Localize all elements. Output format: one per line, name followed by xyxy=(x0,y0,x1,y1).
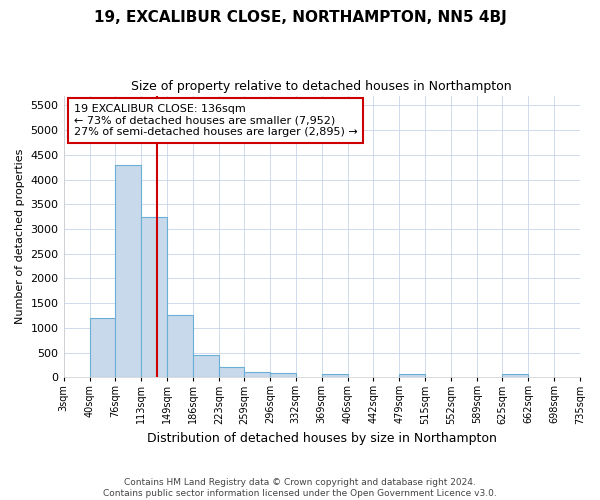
Text: 19, EXCALIBUR CLOSE, NORTHAMPTON, NN5 4BJ: 19, EXCALIBUR CLOSE, NORTHAMPTON, NN5 4B… xyxy=(94,10,506,25)
Title: Size of property relative to detached houses in Northampton: Size of property relative to detached ho… xyxy=(131,80,512,93)
Bar xyxy=(193,355,219,377)
Text: 19 EXCALIBUR CLOSE: 136sqm
← 73% of detached houses are smaller (7,952)
27% of s: 19 EXCALIBUR CLOSE: 136sqm ← 73% of deta… xyxy=(74,104,358,137)
Text: Contains HM Land Registry data © Crown copyright and database right 2024.
Contai: Contains HM Land Registry data © Crown c… xyxy=(103,478,497,498)
Bar xyxy=(141,216,167,377)
X-axis label: Distribution of detached houses by size in Northampton: Distribution of detached houses by size … xyxy=(147,432,497,445)
Bar xyxy=(270,374,296,377)
Bar xyxy=(244,372,270,377)
Bar xyxy=(167,316,193,377)
Y-axis label: Number of detached properties: Number of detached properties xyxy=(15,148,25,324)
Bar xyxy=(400,374,425,377)
Bar xyxy=(219,368,244,377)
Bar xyxy=(89,318,115,377)
Bar xyxy=(502,374,529,377)
Bar xyxy=(115,164,141,377)
Bar xyxy=(322,374,348,377)
